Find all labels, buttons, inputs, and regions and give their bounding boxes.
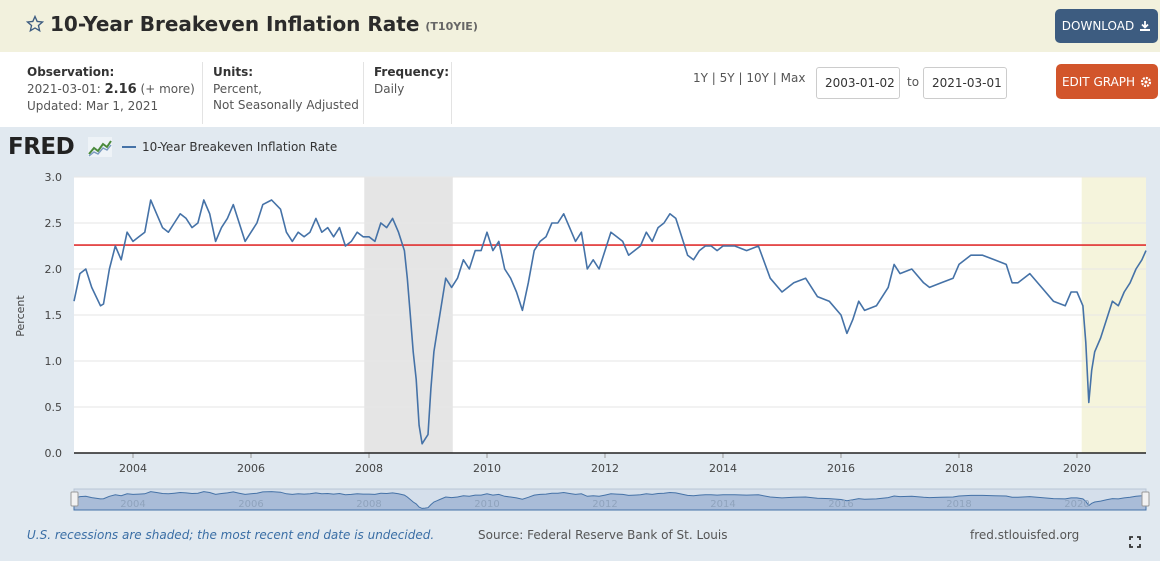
x-tick-label: 2018 bbox=[945, 462, 973, 475]
observation-label: Observation: bbox=[27, 65, 115, 79]
y-tick-label: 0.0 bbox=[45, 447, 63, 460]
observation-date: 2021-03-01: bbox=[27, 81, 101, 96]
navigator-handle[interactable] bbox=[70, 491, 79, 507]
updated-date: Updated: Mar 1, 2021 bbox=[27, 99, 159, 113]
y-axis-label: Percent bbox=[14, 295, 27, 337]
legend-label: 10-Year Breakeven Inflation Rate bbox=[142, 140, 338, 154]
star-icon[interactable] bbox=[26, 15, 44, 33]
navigator-tick-label: 2014 bbox=[710, 499, 735, 510]
navigator-tick-label: 2006 bbox=[238, 499, 263, 510]
navigator-tick-label: 2020 bbox=[1064, 499, 1089, 510]
navigator-tick-label: 2016 bbox=[828, 499, 853, 510]
units-block: Units: Percent, Not Seasonally Adjusted bbox=[213, 64, 359, 114]
x-tick-label: 2004 bbox=[119, 462, 147, 475]
x-tick-label: 2014 bbox=[709, 462, 737, 475]
range-sep: | bbox=[711, 71, 716, 85]
y-tick-label: 2.5 bbox=[45, 217, 63, 230]
divider bbox=[451, 62, 452, 124]
source-text: Source: Federal Reserve Bank of St. Loui… bbox=[478, 528, 728, 542]
title-area: 10-Year Breakeven Inflation Rate (T10YIE… bbox=[26, 12, 478, 36]
logo-chart-icon bbox=[88, 137, 112, 157]
range-1y[interactable]: 1Y bbox=[693, 71, 708, 85]
divider bbox=[363, 62, 364, 124]
range-max[interactable]: Max bbox=[780, 71, 806, 85]
metadata-bar: Observation: 2021-03-01: 2.16 (+ more) U… bbox=[0, 52, 1160, 127]
navigator-series bbox=[73, 491, 1147, 511]
fullscreen-icon[interactable] bbox=[1129, 536, 1141, 548]
x-tick-label: 2016 bbox=[827, 462, 855, 475]
range-links: 1Y | 5Y | 10Y | Max bbox=[693, 71, 805, 85]
frequency-label: Frequency: bbox=[374, 65, 450, 79]
units-line1: Percent, bbox=[213, 81, 262, 96]
legend-swatch bbox=[122, 146, 136, 148]
divider bbox=[202, 62, 203, 124]
download-button[interactable]: DOWNLOAD bbox=[1055, 9, 1158, 43]
x-tick-label: 2008 bbox=[355, 462, 383, 475]
chart-legend: 10-Year Breakeven Inflation Rate bbox=[122, 140, 337, 154]
chart-area: 0.0 0.5 1.0 1.5 2.0 2.5 3.0 2004 2006 2008 2010 20… bbox=[0, 162, 1160, 522]
to-label: to bbox=[907, 75, 920, 89]
site-link[interactable]: fred.stlouisfed.org bbox=[970, 528, 1080, 542]
x-tick-label: 2006 bbox=[237, 462, 265, 475]
x-tick-label: 2010 bbox=[473, 462, 501, 475]
series-line bbox=[73, 199, 1147, 445]
frequency-block: Frequency: Daily bbox=[374, 64, 449, 97]
download-label: DOWNLOAD bbox=[1061, 19, 1135, 33]
page-title: 10-Year Breakeven Inflation Rate bbox=[50, 12, 420, 36]
navigator-tick-label: 2018 bbox=[946, 499, 971, 510]
header-bar: 10-Year Breakeven Inflation Rate (T10YIE… bbox=[0, 0, 1160, 52]
y-tick-label: 0.5 bbox=[45, 401, 63, 414]
observation-value: 2.16 bbox=[104, 81, 137, 97]
range-sep: | bbox=[738, 71, 743, 85]
recession-note: U.S. recessions are shaded; the most rec… bbox=[27, 528, 435, 542]
y-tick-label: 1.5 bbox=[45, 309, 63, 322]
x-tick-label: 2012 bbox=[591, 462, 619, 475]
x-tick-label: 2020 bbox=[1063, 462, 1091, 475]
observation-more-link[interactable]: (+ more) bbox=[140, 81, 195, 96]
y-tick-label: 2.0 bbox=[45, 263, 63, 276]
units-line2: Not Seasonally Adjusted bbox=[213, 98, 359, 112]
navigator-handle[interactable] bbox=[1141, 491, 1150, 507]
edit-graph-label: EDIT GRAPH bbox=[1061, 74, 1136, 89]
navigator-tick-label: 2008 bbox=[356, 499, 381, 510]
observation-block: Observation: 2021-03-01: 2.16 (+ more) U… bbox=[27, 64, 195, 115]
range-10y[interactable]: 10Y bbox=[746, 71, 769, 85]
y-tick-label: 1.0 bbox=[45, 355, 63, 368]
frequency-value: Daily bbox=[374, 81, 405, 96]
y-tick-label: 3.0 bbox=[45, 171, 63, 184]
start-date-input[interactable] bbox=[816, 67, 900, 99]
edit-graph-button[interactable]: EDIT GRAPH bbox=[1056, 64, 1158, 99]
navigator-tick-label: 2004 bbox=[120, 499, 145, 510]
download-icon bbox=[1140, 21, 1151, 31]
navigator-tick-label: 2012 bbox=[592, 499, 617, 510]
end-date-input[interactable] bbox=[923, 67, 1007, 99]
gear-icon bbox=[1140, 76, 1152, 87]
series-id: (T10YIE) bbox=[425, 20, 478, 33]
units-label: Units: bbox=[213, 65, 254, 79]
range-5y[interactable]: 5Y bbox=[719, 71, 735, 85]
navigator-tick-label: 2010 bbox=[474, 499, 499, 510]
observation-line: 2021-03-01: 2.16 (+ more) bbox=[27, 81, 195, 99]
fred-logo: FRED bbox=[8, 134, 75, 160]
range-sep: | bbox=[772, 71, 777, 85]
